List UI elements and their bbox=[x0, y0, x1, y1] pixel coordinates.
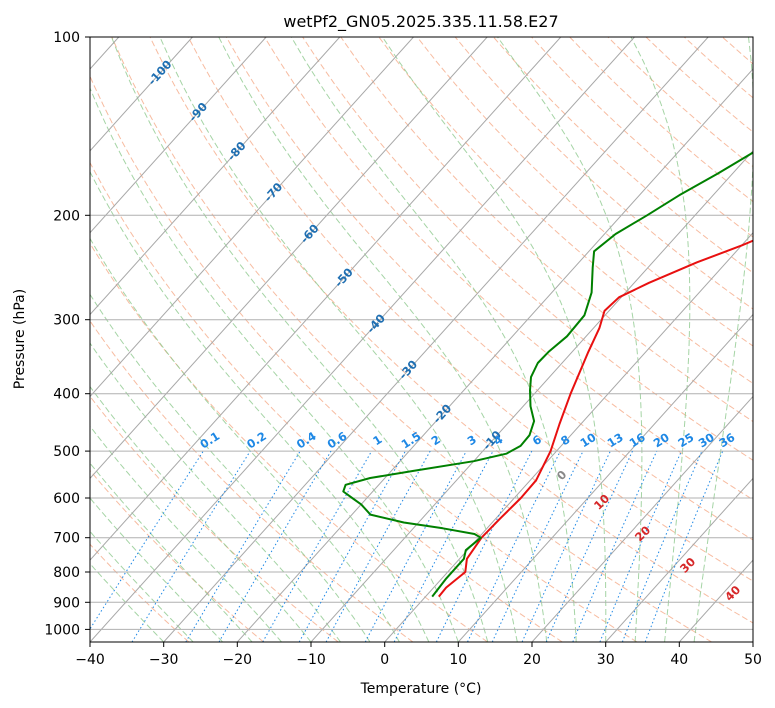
moist-adiabat-10 bbox=[90, 86, 459, 642]
moist-adiabat-13 bbox=[218, 37, 548, 642]
isotherm--50 bbox=[90, 37, 562, 561]
mixing-ratio-line-0 bbox=[90, 450, 204, 630]
dry-adiabat-11 bbox=[264, 37, 753, 501]
plot-frame bbox=[89, 36, 754, 643]
x-tick-label: −30 bbox=[149, 652, 179, 668]
mixing-ratio-line-16 bbox=[621, 450, 703, 642]
moist-adiabat-12 bbox=[159, 37, 518, 642]
isotherm--80 bbox=[90, 37, 341, 316]
dry-adiabat-6 bbox=[90, 75, 638, 642]
isotherm--10 bbox=[310, 150, 753, 642]
isotherm-30 bbox=[605, 477, 753, 642]
dry-adiabat-12 bbox=[302, 37, 753, 461]
dry-adiabat-1 bbox=[90, 469, 264, 642]
y-tick-label: 600 bbox=[53, 491, 80, 507]
mixing-ratio-line-13 bbox=[545, 450, 633, 642]
moist-adiabat-7 bbox=[90, 293, 371, 642]
isotherm--70 bbox=[90, 37, 414, 398]
mixing-ratio-line-6 bbox=[325, 450, 431, 642]
isotherm--90 bbox=[90, 37, 267, 234]
dry-adiabat-13 bbox=[340, 37, 753, 423]
y-axis-label: Pressure (hPa) bbox=[12, 289, 28, 389]
chart-title: wetPf2_GN05.2025.335.11.58.E27 bbox=[283, 12, 558, 32]
y-tick-label: 200 bbox=[53, 208, 80, 224]
x-tick-label: 0 bbox=[380, 652, 389, 668]
isotherm--100 bbox=[90, 37, 193, 152]
moist-adiabat-11 bbox=[111, 37, 489, 642]
isotherm--60 bbox=[90, 37, 488, 480]
y-tick-label: 700 bbox=[53, 531, 80, 547]
moist-adiabat-18 bbox=[693, 37, 753, 642]
x-tick-label: −20 bbox=[223, 652, 253, 668]
mixing-ratio-line-17 bbox=[644, 450, 724, 642]
moist-adiabat-0 bbox=[90, 562, 165, 642]
dry-adiabat-7 bbox=[111, 37, 712, 642]
mixing-ratio-line-15 bbox=[599, 450, 682, 642]
y-tick-label: 900 bbox=[53, 595, 80, 611]
mixing-ratio-line-1 bbox=[131, 450, 251, 642]
x-tick-label: 40 bbox=[670, 652, 688, 668]
y-tick-label: 500 bbox=[53, 444, 80, 460]
y-tick-label: 100 bbox=[53, 30, 80, 46]
x-axis-label: Temperature (°C) bbox=[360, 681, 482, 697]
x-tick-label: 20 bbox=[523, 652, 541, 668]
x-tick-label: −40 bbox=[75, 652, 105, 668]
moist-adiabat-15 bbox=[381, 37, 607, 642]
mixing-ratio-line-7 bbox=[364, 450, 467, 642]
profile-lines bbox=[342, 151, 753, 598]
y-tick-label: 300 bbox=[53, 313, 80, 329]
temperature-profile bbox=[438, 239, 753, 598]
mixing-ratio-line-5 bbox=[298, 450, 406, 642]
moist-adiabat-8 bbox=[90, 237, 400, 642]
mixing-ratio-line-14 bbox=[572, 450, 658, 642]
isotherm--30 bbox=[163, 37, 709, 642]
isotherm-20 bbox=[531, 395, 753, 642]
axes: −40 −30 −20 −10 0 10 20 30 40 50 100 200 300 400 500 60… bbox=[44, 30, 762, 668]
dry-adiabat-10 bbox=[225, 37, 753, 541]
y-tick-label: 1000 bbox=[44, 622, 80, 638]
y-tick-label: 800 bbox=[53, 565, 80, 581]
dry-adiabat-9 bbox=[187, 37, 753, 582]
moist-adiabat-2 bbox=[90, 497, 223, 642]
x-tick-label: 30 bbox=[597, 652, 615, 668]
dewpoint-profile bbox=[342, 151, 753, 598]
moist-adiabat-3 bbox=[90, 462, 253, 642]
moist-adiabat-16 bbox=[497, 37, 643, 642]
isotherm--20 bbox=[236, 68, 753, 642]
background-lines bbox=[90, 37, 753, 642]
moist-adiabat-14 bbox=[290, 37, 577, 642]
x-tick-label: 50 bbox=[744, 652, 762, 668]
moist-adiabat-4 bbox=[90, 425, 282, 642]
y-tick-label: 400 bbox=[53, 387, 80, 403]
dry-adiabat-5 bbox=[90, 161, 563, 642]
x-tick-label: 10 bbox=[449, 652, 467, 668]
moist-adiabat-1 bbox=[90, 530, 194, 642]
x-tick-label: −10 bbox=[296, 652, 326, 668]
moist-adiabat-9 bbox=[90, 170, 430, 642]
isotherm-10 bbox=[457, 313, 753, 642]
moist-adiabat-17 bbox=[630, 37, 691, 642]
dry-adiabat-4 bbox=[90, 242, 488, 642]
dry-adiabat-8 bbox=[149, 37, 753, 624]
mixing-ratio-line-9 bbox=[435, 450, 533, 642]
dry-adiabat-15 bbox=[416, 37, 753, 347]
isotherm--40 bbox=[90, 37, 635, 642]
